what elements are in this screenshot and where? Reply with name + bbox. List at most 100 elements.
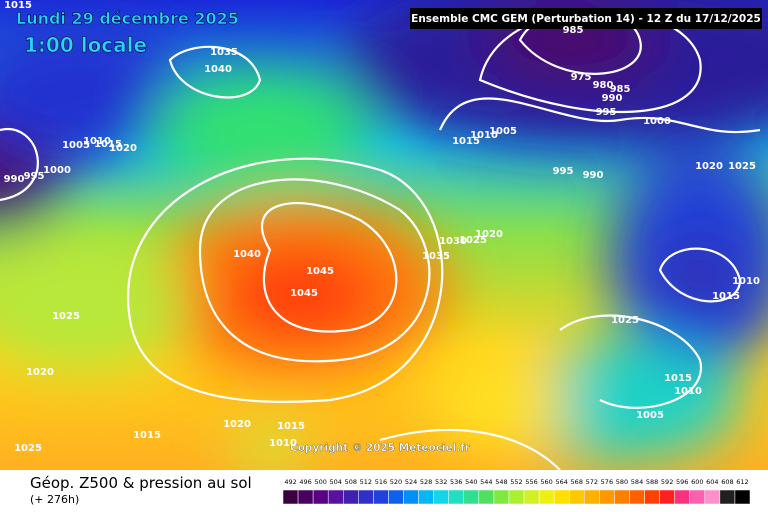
- legend-label: 576: [601, 478, 613, 486]
- legend-swatch: [418, 489, 434, 505]
- isobar-label: 1005: [636, 410, 664, 421]
- date: Lundi 29 décembre 2025: [16, 9, 239, 28]
- isobar-label: 1005: [62, 140, 90, 151]
- local-time: 1:00 locale: [24, 33, 147, 57]
- legend-swatch: [358, 489, 374, 505]
- legend-swatch: [388, 489, 404, 505]
- isobar-label: 990: [602, 93, 623, 104]
- legend-swatch: [719, 489, 736, 505]
- legend-swatch: [463, 489, 480, 505]
- isobar-label: 1005: [489, 126, 517, 137]
- isobar-label: 1025: [459, 235, 487, 246]
- legend-swatch: [629, 489, 645, 505]
- isobar-label: 990: [4, 174, 25, 185]
- legend-swatch: [553, 489, 570, 505]
- isobar-label: 980: [593, 80, 614, 91]
- isobar-label: 1030: [439, 236, 467, 247]
- legend-label: 600: [691, 478, 703, 486]
- legend: 492 496 500 504 508 512 516 520 524 528 532 536 540 5…: [282, 478, 751, 505]
- isobar-label: 1015: [712, 291, 740, 302]
- legend-swatch: [297, 489, 314, 505]
- isobar-label: 1020: [223, 419, 251, 430]
- legend-label: 508: [345, 478, 357, 486]
- legend-swatch: [327, 489, 344, 505]
- legend-swatch: [343, 489, 359, 505]
- legend-label: 492: [284, 478, 296, 486]
- legend-label: 588: [646, 478, 658, 486]
- isobar-label: 1015: [4, 0, 32, 11]
- legend-swatch: [599, 489, 615, 505]
- legend-swatch: [568, 489, 585, 505]
- isobar-label: 1020: [475, 229, 503, 240]
- legend-label: 568: [571, 478, 583, 486]
- isobar-label: 1025: [611, 315, 639, 326]
- legend-swatch: [704, 489, 721, 505]
- lead-time: (+ 276h): [30, 493, 79, 506]
- legend-swatch: [644, 489, 660, 505]
- legend-swatch: [538, 489, 555, 505]
- isobar-label: 995: [596, 107, 617, 118]
- legend-label: 504: [330, 478, 342, 486]
- isobar-label: 1010: [674, 386, 702, 397]
- footer-title: Géop. Z500 & pression au sol: [30, 474, 252, 492]
- legend-label: 516: [375, 478, 387, 486]
- legend-label: 584: [631, 478, 643, 486]
- legend-label: 596: [676, 478, 688, 486]
- legend-label: 500: [314, 478, 326, 486]
- isobar-label: 1045: [290, 288, 318, 299]
- legend-label: 592: [661, 478, 673, 486]
- legend-label: 552: [510, 478, 522, 486]
- legend-label: 548: [495, 478, 507, 486]
- legend-label: 532: [435, 478, 447, 486]
- legend-label: 612: [736, 478, 748, 486]
- isobar-label: 1040: [204, 64, 232, 75]
- legend-swatch: [478, 489, 495, 505]
- isobar-label: 1015: [277, 421, 305, 432]
- isobar-labels: 1015103510409859759809859909951000100510…: [4, 0, 760, 454]
- isobar-label: 1015: [133, 430, 161, 441]
- run-box: [410, 8, 762, 29]
- isobar-label: 1020: [109, 143, 137, 154]
- isobar-label: 985: [610, 84, 631, 95]
- legend-swatch: [403, 489, 419, 505]
- legend-label: 520: [390, 478, 402, 486]
- isobar-label: 990: [583, 170, 604, 181]
- isobar-label: 985: [563, 25, 584, 36]
- legend-swatch: [312, 489, 329, 505]
- isobar-label: 1000: [643, 116, 671, 127]
- isobar-label: 975: [571, 72, 592, 83]
- legend-swatch: [659, 489, 675, 505]
- isobar-label: 1045: [306, 266, 334, 277]
- legend-swatch: [614, 489, 630, 505]
- legend-swatch: [523, 489, 540, 505]
- isobar-label: 1000: [43, 165, 71, 176]
- legend-swatch: [433, 489, 449, 505]
- isobar-label: 1015: [452, 136, 480, 147]
- copyright: Copyright © 2025 Meteociel.fr: [290, 442, 471, 454]
- legend-label: 580: [616, 478, 628, 486]
- legend-swatch: [674, 489, 690, 505]
- legend-swatch: [584, 489, 600, 505]
- legend-label: 544: [480, 478, 492, 486]
- legend-swatch: [448, 489, 465, 505]
- run-info: Ensemble CMC GEM (Perturbation 14) - 12 …: [411, 13, 761, 25]
- isobar-label: 995: [553, 166, 574, 177]
- isobar-label: 1020: [695, 161, 723, 172]
- legend-swatch: [373, 489, 389, 505]
- isobar-label: 1020: [26, 367, 54, 378]
- legend-swatch: [282, 489, 299, 505]
- legend-swatch: [493, 489, 510, 505]
- legend-swatch: [689, 489, 706, 505]
- isobar-label: 1025: [728, 161, 756, 172]
- isobar-label: 1035: [210, 47, 238, 58]
- legend-swatch: [734, 489, 751, 505]
- legend-label: 512: [360, 478, 372, 486]
- isobar-label: 1025: [14, 443, 42, 454]
- isobar-label: 1015: [94, 139, 122, 150]
- isobar-label: 1010: [83, 136, 111, 147]
- legend-label: 608: [721, 478, 733, 486]
- legend-swatch: [508, 489, 525, 505]
- isobar-label: 1025: [52, 311, 80, 322]
